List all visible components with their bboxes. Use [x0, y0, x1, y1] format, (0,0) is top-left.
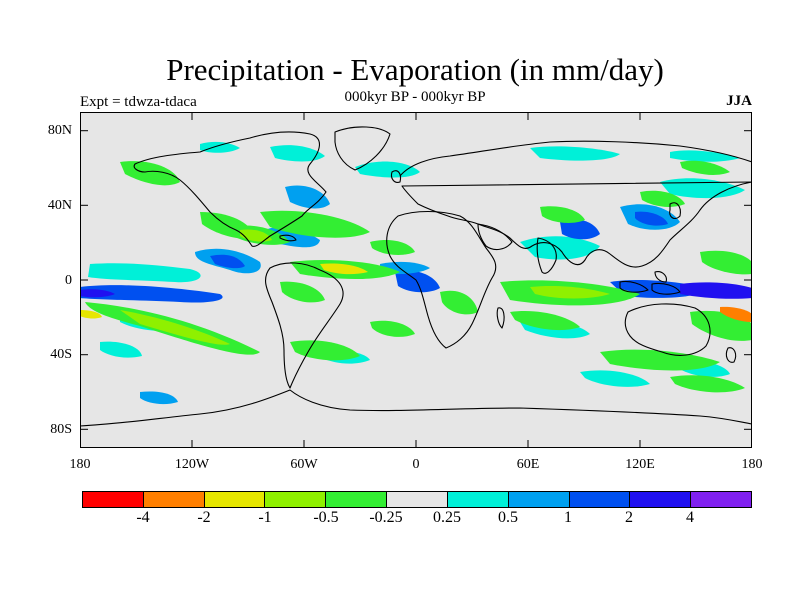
plot-title: Precipitation - Evaporation (in mm/day)	[166, 52, 664, 87]
contour-green-n-atlantic	[260, 210, 370, 238]
colorbar	[82, 491, 752, 508]
lon-label-180w: 180	[69, 457, 91, 472]
lon-label-60e: 60E	[516, 457, 540, 472]
contour-cyan-siberia	[530, 146, 620, 161]
colorbar-swatch-10	[691, 492, 751, 507]
coastlines	[80, 126, 752, 427]
contour-cyan-n-pacific	[88, 263, 201, 283]
lat-label-40s: 40S	[50, 347, 72, 362]
colorbar-label: -0.5	[313, 509, 339, 526]
colorbar-label: -1	[258, 509, 272, 526]
lon-label-180e: 180	[741, 457, 763, 472]
contour-green-s-america	[280, 281, 325, 303]
coastline-greenland	[334, 126, 391, 171]
contour-blue-n-atlantic	[285, 185, 330, 209]
lat-label-40n: 40N	[47, 198, 72, 213]
coastline-caribbean	[279, 234, 297, 242]
contour-orange-sw-pacific	[720, 306, 752, 322]
lat-label-80n: 80N	[47, 123, 72, 138]
lon-label-60w: 60W	[290, 457, 318, 472]
colorbar-label: 4	[686, 509, 694, 526]
contour-yellow-w-pacific	[80, 310, 102, 319]
colorbar-swatch-0	[83, 492, 144, 507]
lon-label-120w: 120W	[174, 457, 210, 472]
contour-green-s-ocean-2	[670, 375, 745, 393]
colorbar-swatch-5	[387, 492, 448, 507]
coastline-india	[536, 237, 557, 274]
plot-subtitle: 000kyr BP - 000kyr BP	[344, 89, 486, 105]
lon-label-0: 0	[412, 457, 420, 472]
contour-cyan-europe	[355, 161, 420, 178]
colorbar-label: -0.25	[369, 509, 403, 526]
contour-green-bering	[680, 160, 730, 175]
contour-green-w-pacific-eq	[700, 250, 752, 275]
coastline-north-america	[133, 131, 327, 247]
contour-blue-s-pacific-4	[140, 391, 178, 405]
colorbar-label: -2	[197, 509, 211, 526]
season-label: JJA	[726, 93, 752, 109]
colorbar-swatch-9	[630, 492, 692, 507]
coastline-arabia	[477, 223, 513, 251]
colorbar-label: -4	[136, 509, 150, 526]
experiment-label: Expt = tdwza-tdaca	[80, 94, 197, 110]
lon-label-120e: 120E	[625, 457, 655, 472]
coastline-eurasia	[399, 140, 752, 268]
contour-blue-eq-w	[80, 289, 115, 298]
contour-green-w-africa	[370, 240, 415, 255]
coastline-indonesia	[619, 271, 681, 295]
colorbar-label: 0.5	[498, 509, 518, 526]
contour-blue-bay-bengal	[560, 219, 600, 240]
contour-green-s-indian	[510, 311, 580, 331]
map-tick-marks	[80, 112, 752, 448]
contour-blue-eq-pacific	[80, 285, 223, 303]
contour-cyan-indian-ocean	[520, 236, 600, 260]
colorbar-label: 2	[625, 509, 633, 526]
colorbar-swatch-4	[326, 492, 388, 507]
colorbar-swatch-6	[447, 492, 509, 507]
contour-cyan-s-pacific-2	[100, 341, 142, 358]
coastline-madagascar	[496, 307, 505, 329]
contour-darkblue-e-asia	[635, 211, 668, 226]
contour-darkblue-e-pacific	[210, 254, 245, 269]
contour-green-s-atlantic-2	[370, 320, 415, 337]
colorbar-swatch-7	[508, 492, 570, 507]
coastline-japan	[669, 202, 681, 219]
contour-yellow-eq-atlantic	[320, 263, 368, 275]
contour-green-n-pacific	[120, 161, 180, 186]
contour-cyan-s-ocean	[580, 370, 650, 387]
coastline-british-isles	[390, 170, 402, 183]
contour-cyan-bering	[670, 150, 740, 162]
colorbar-label: 0.25	[433, 509, 461, 526]
coastline-australia	[624, 303, 711, 356]
colorbar-swatch-1	[143, 492, 205, 507]
coastline-new-zealand	[725, 347, 737, 363]
contour-lightgreen-central-america	[240, 229, 272, 242]
contour-darkblue-eq-indopac	[680, 282, 752, 299]
contour-lightgreen-s-pacific	[120, 310, 230, 345]
contour-green-s-america-2	[290, 340, 360, 361]
colorbar-swatch-2	[204, 492, 266, 507]
contour-blue-gulf-guinea	[395, 270, 440, 293]
contour-green-africa	[440, 290, 478, 315]
contour-cyan-arctic	[270, 145, 325, 162]
contour-lightgreen-indian	[530, 285, 610, 299]
colorbar-label: 1	[564, 509, 572, 526]
colorbar-swatch-8	[569, 492, 631, 507]
field-contours	[80, 141, 752, 405]
contour-green-ne-asia	[540, 206, 585, 223]
lat-label-80s: 80S	[50, 422, 72, 437]
lat-label-0: 0	[65, 273, 72, 288]
coastline-africa	[386, 210, 497, 349]
coastline-south-america	[264, 262, 344, 389]
coastline-antarctica	[80, 389, 752, 427]
colorbar-swatch-3	[265, 492, 327, 507]
contour-cyan-n-canada	[200, 141, 240, 153]
precip-minus-evap-map	[80, 112, 752, 448]
